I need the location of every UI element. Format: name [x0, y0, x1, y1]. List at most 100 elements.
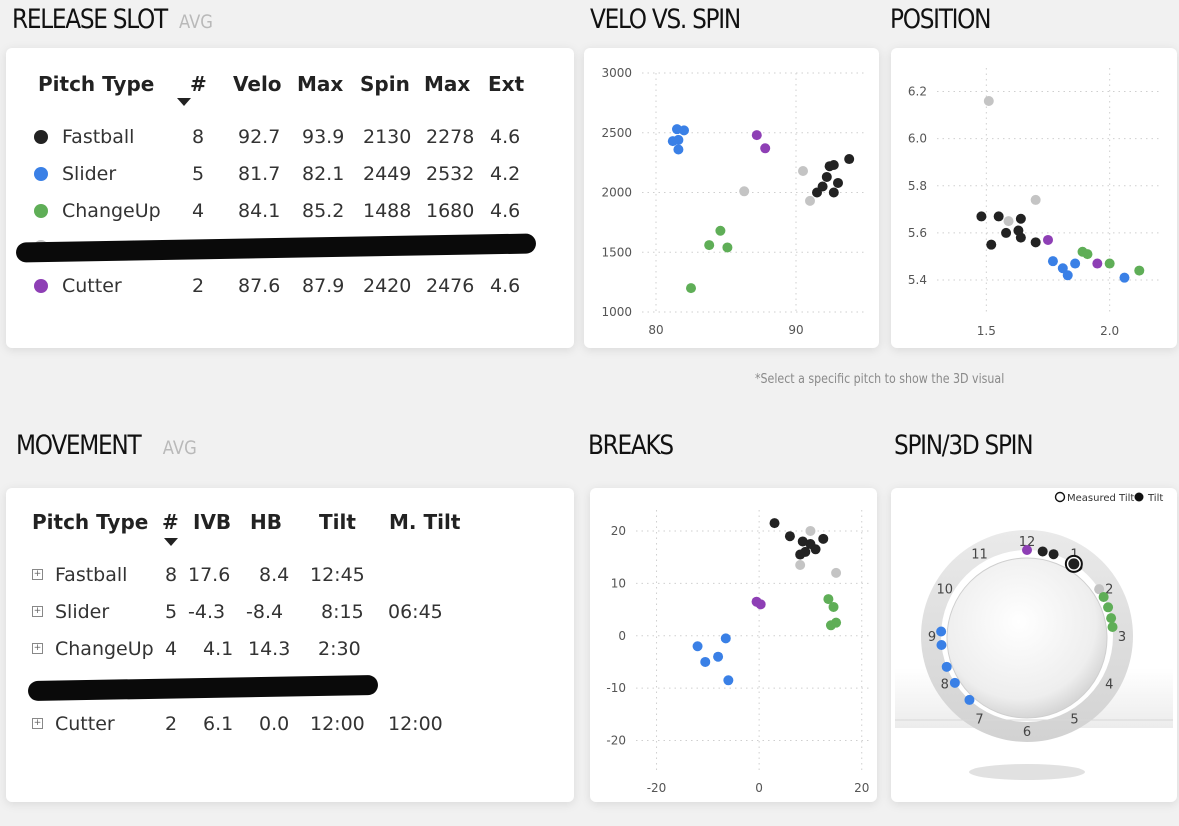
data-point-cutter[interactable] [760, 143, 771, 154]
data-point-fastball[interactable] [769, 518, 780, 529]
col-velo[interactable]: Velo [233, 72, 282, 96]
tilt-dot[interactable] [936, 626, 947, 637]
tilt-dot[interactable] [964, 694, 975, 705]
tilt-marker[interactable] [1068, 558, 1080, 570]
data-point-slider[interactable] [720, 633, 731, 644]
data-point-fastball[interactable] [986, 239, 997, 250]
data-point-slider[interactable] [713, 651, 724, 662]
table-row[interactable]: Fastball 8 92.7 93.9 2130 2278 4.6 [6, 126, 574, 156]
data-point-slider[interactable] [723, 675, 734, 686]
col-measured-tilt[interactable]: M. Tilt [389, 510, 461, 534]
table-row[interactable]: ChangeUp 4 84.1 85.2 1488 1680 4.6 [6, 200, 574, 230]
data-point-slider[interactable] [1057, 263, 1068, 274]
tilt-dot[interactable] [1107, 622, 1118, 633]
data-point-other[interactable] [805, 525, 816, 536]
data-point-changeup[interactable] [1134, 265, 1145, 276]
col-hb[interactable]: HB [250, 510, 282, 534]
data-point-other[interactable] [798, 165, 808, 176]
data-point-slider[interactable] [692, 641, 703, 652]
data-point-other[interactable] [1030, 194, 1041, 205]
tilt-dot[interactable] [1103, 602, 1114, 613]
velo-spin-scatter[interactable]: 1000 1500 2000 2500 3000 80 90 [584, 48, 879, 348]
data-point-changeup[interactable] [1104, 258, 1115, 269]
col-spin[interactable]: Spin [360, 72, 410, 96]
data-point-cutter[interactable] [751, 130, 762, 141]
data-point-slider[interactable] [700, 656, 711, 667]
data-point-fastball[interactable] [795, 549, 806, 560]
data-point-changeup[interactable] [825, 620, 836, 631]
data-point-fastball[interactable] [797, 536, 808, 547]
tilt-dot[interactable] [1022, 545, 1032, 555]
col-velo-max[interactable]: Max [297, 72, 344, 96]
col-pitch-type[interactable]: Pitch Type [38, 72, 155, 96]
expand-icon[interactable]: + [32, 643, 43, 654]
data-point-slider[interactable] [1062, 270, 1073, 281]
tilt-dot[interactable] [1098, 591, 1109, 602]
breaks-scatter[interactable]: -20 -10 0 10 20 -20 0 20 [590, 488, 877, 802]
data-point-fastball[interactable] [821, 171, 832, 182]
col-tilt[interactable]: Tilt [319, 510, 356, 534]
data-point-changeup[interactable] [715, 225, 726, 236]
data-point-slider[interactable] [1070, 258, 1081, 269]
col-spin-max[interactable]: Max [424, 72, 471, 96]
data-point-cutter[interactable] [1043, 234, 1053, 245]
data-point-changeup[interactable] [828, 601, 839, 612]
data-point-fastball[interactable] [1001, 227, 1012, 238]
tilt-dot[interactable] [1106, 613, 1117, 624]
data-point-other[interactable] [739, 186, 750, 197]
col-count[interactable]: # [190, 72, 207, 96]
tilt-dot[interactable] [1037, 546, 1048, 557]
data-point-slider[interactable] [679, 125, 689, 136]
table-row[interactable]: + ChangeUp 4 4.1 14.3 2:30 [6, 638, 574, 668]
data-point-other[interactable] [805, 195, 815, 206]
data-point-changeup[interactable] [686, 283, 696, 294]
data-point-fastball[interactable] [810, 544, 821, 555]
data-point-other[interactable] [1003, 216, 1014, 227]
data-point-fastball[interactable] [812, 187, 822, 198]
data-point-fastball[interactable] [784, 531, 795, 542]
data-point-fastball[interactable] [1015, 232, 1026, 243]
data-point-slider[interactable] [1119, 272, 1130, 283]
data-point-fastball[interactable] [1030, 237, 1041, 248]
expand-icon[interactable]: + [32, 718, 43, 729]
data-point-changeup[interactable] [823, 594, 834, 605]
col-pitch-type[interactable]: Pitch Type [32, 510, 149, 534]
position-scatter[interactable]: 5.4 5.6 5.8 6.0 6.2 1.5 2.0 [891, 48, 1177, 348]
sort-desc-icon[interactable] [164, 538, 178, 546]
data-point-fastball[interactable] [833, 177, 843, 188]
table-row[interactable]: + Slider 5 -4.3 -8.4 8:15 06:45 [6, 601, 574, 631]
data-point-fastball[interactable] [993, 211, 1004, 222]
data-point-fastball[interactable] [828, 160, 839, 171]
data-point-fastball[interactable] [828, 187, 839, 198]
data-point-other[interactable] [831, 567, 842, 578]
table-row[interactable]: Slider 5 81.7 82.1 2449 2532 4.2 [6, 163, 574, 193]
tilt-dot[interactable] [949, 677, 960, 688]
data-point-fastball[interactable] [844, 154, 855, 165]
data-point-other[interactable] [795, 560, 806, 571]
col-ivb[interactable]: IVB [193, 510, 232, 534]
data-point-slider[interactable] [673, 144, 684, 155]
spin-clock-visual[interactable]: 121234567891011 Measured Tilt Tilt [891, 488, 1177, 802]
data-point-fastball[interactable] [976, 211, 987, 222]
data-point-slider[interactable] [1047, 256, 1058, 267]
data-point-other[interactable] [983, 95, 994, 106]
table-row[interactable]: + Fastball 8 17.6 8.4 12:45 [6, 564, 574, 594]
col-count[interactable]: # [162, 510, 179, 534]
expand-icon[interactable]: + [32, 569, 43, 580]
data-point-fastball[interactable] [818, 533, 829, 544]
data-point-slider[interactable] [673, 134, 684, 145]
sort-desc-icon[interactable] [177, 98, 191, 106]
data-point-fastball[interactable] [1015, 213, 1026, 224]
data-point-cutter[interactable] [1092, 258, 1103, 269]
data-point-changeup[interactable] [704, 240, 715, 251]
expand-icon[interactable]: + [32, 606, 43, 617]
data-point-cutter[interactable] [755, 599, 766, 610]
table-row[interactable]: + Cutter 2 6.1 0.0 12:00 12:00 [6, 713, 574, 743]
data-point-changeup[interactable] [1082, 249, 1093, 260]
tilt-dot[interactable] [941, 661, 952, 672]
tilt-dot[interactable] [1094, 584, 1105, 595]
data-point-changeup[interactable] [722, 242, 733, 253]
table-row[interactable]: Cutter 2 87.6 87.9 2420 2476 4.6 [6, 275, 574, 305]
col-ext[interactable]: Ext [488, 72, 525, 96]
tilt-dot[interactable] [936, 639, 947, 650]
